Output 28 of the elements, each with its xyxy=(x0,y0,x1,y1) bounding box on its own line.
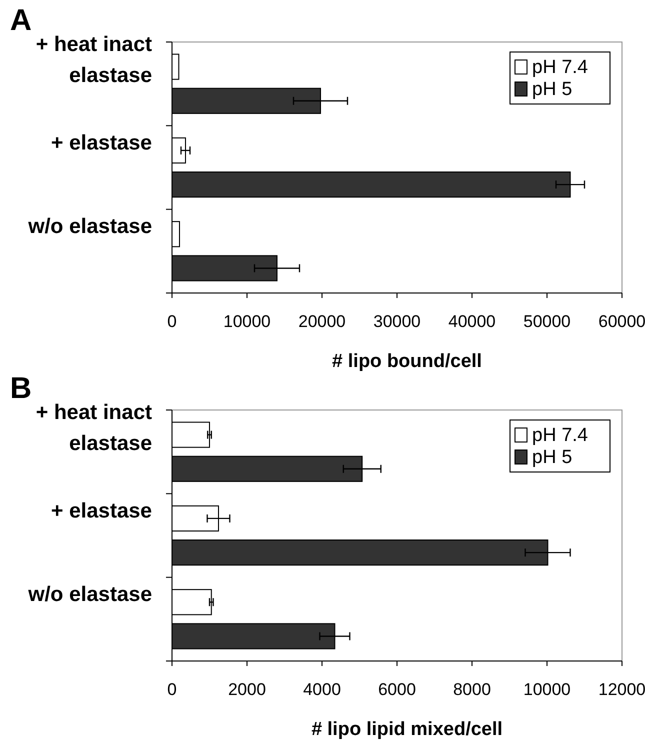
y-tick-label: w/o elastase xyxy=(27,215,152,238)
y-tick-label: + heat inact elastase xyxy=(36,400,152,455)
x-tick-label: 0 xyxy=(167,312,177,331)
legend-label: pH 7.4 xyxy=(532,425,588,446)
x-axis-title: # lipo bound/cell xyxy=(332,351,482,372)
x-tick-label: 12000 xyxy=(598,680,645,699)
x-tick-label: 50000 xyxy=(523,312,571,331)
x-tick-label: 10000 xyxy=(223,312,271,331)
legend-label: pH 5 xyxy=(532,447,572,468)
x-axis-title: # lipo lipid mixed/cell xyxy=(311,719,503,740)
x-tick-label: 60000 xyxy=(598,312,645,331)
x-tick-label: 6000 xyxy=(378,680,416,699)
y-tick-label: + elastase xyxy=(50,132,152,154)
x-tick-label: 8000 xyxy=(453,680,491,699)
x-tick-label: 20000 xyxy=(298,312,346,331)
x-tick-label: 0 xyxy=(167,680,177,699)
legend-label: pH 5 xyxy=(532,79,572,100)
y-tick-label: + heat inact elastase xyxy=(36,32,152,87)
y-tick-label: + elastase xyxy=(50,500,152,522)
x-tick-label: 2000 xyxy=(228,680,266,699)
legend-label: pH 7.4 xyxy=(532,57,588,78)
x-tick-label: 10000 xyxy=(523,680,571,699)
x-tick-label: 4000 xyxy=(303,680,341,699)
y-tick-label: w/o elastase xyxy=(27,583,152,606)
x-tick-label: 30000 xyxy=(373,312,421,331)
chart-title: B xyxy=(10,372,32,405)
chart-title: A xyxy=(10,4,32,37)
x-tick-label: 40000 xyxy=(448,312,496,331)
